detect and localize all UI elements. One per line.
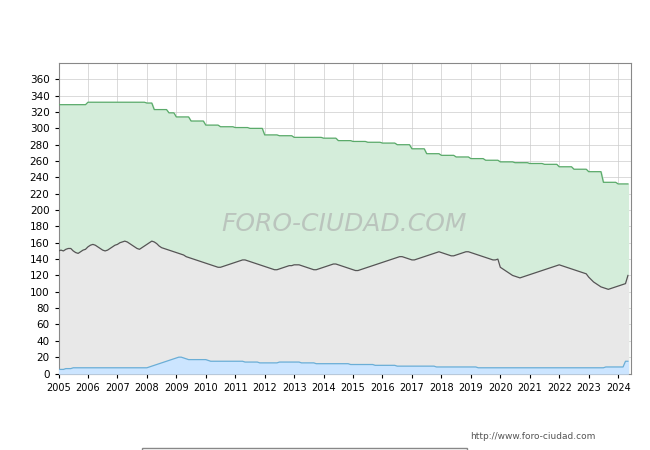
Text: http://www.foro-ciudad.com: http://www.foro-ciudad.com (471, 432, 595, 441)
Text: FORO-CIUDAD.COM: FORO-CIUDAD.COM (222, 212, 467, 236)
Legend: Ocupados, Parados, Hab. entre 16-64: Ocupados, Parados, Hab. entre 16-64 (142, 448, 467, 450)
Text: Llardecans - Evolucion de la poblacion en edad de Trabajar Mayo de 2024: Llardecans - Evolucion de la poblacion e… (79, 21, 571, 33)
